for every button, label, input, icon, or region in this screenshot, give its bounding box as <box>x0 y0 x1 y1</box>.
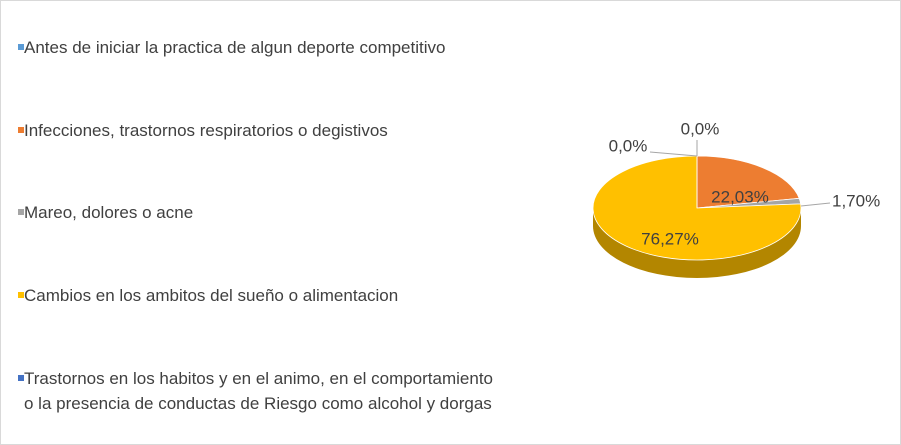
data-label: 0,0% <box>681 119 720 138</box>
pie-slice <box>592 155 802 261</box>
leader-line <box>800 202 831 207</box>
legend-label: Trastornos en los habitos y en el animo,… <box>24 369 494 413</box>
legend-swatch <box>18 375 24 381</box>
legend-label: Antes de iniciar la practica de algun de… <box>24 38 446 57</box>
legend-swatch <box>18 292 24 298</box>
legend-item: Antes de iniciar la practica de algun de… <box>18 35 494 60</box>
legend-label: Mareo, dolores o acne <box>24 203 194 222</box>
legend-label: Cambios en los ambitos del sueño o alime… <box>24 286 399 305</box>
data-label: 1,70% <box>832 191 880 210</box>
data-label: 76,27% <box>641 229 699 248</box>
legend-item: Trastornos en los habitos y en el animo,… <box>18 366 494 416</box>
legend-swatch <box>18 44 24 50</box>
data-label: 22,03% <box>711 187 769 206</box>
legend-swatch <box>18 127 24 133</box>
legend-item: Cambios en los ambitos del sueño o alime… <box>18 283 494 308</box>
legend-item: Infecciones, trastornos respiratorios o … <box>18 118 494 143</box>
legend-swatch <box>18 209 24 215</box>
legend-item: Mareo, dolores o acne <box>18 200 494 225</box>
pie-side <box>593 208 801 278</box>
data-label: 0,0% <box>609 136 648 155</box>
legend-label: Infecciones, trastornos respiratorios o … <box>24 121 388 140</box>
pie-slice <box>696 155 800 209</box>
leader-line <box>649 151 698 157</box>
